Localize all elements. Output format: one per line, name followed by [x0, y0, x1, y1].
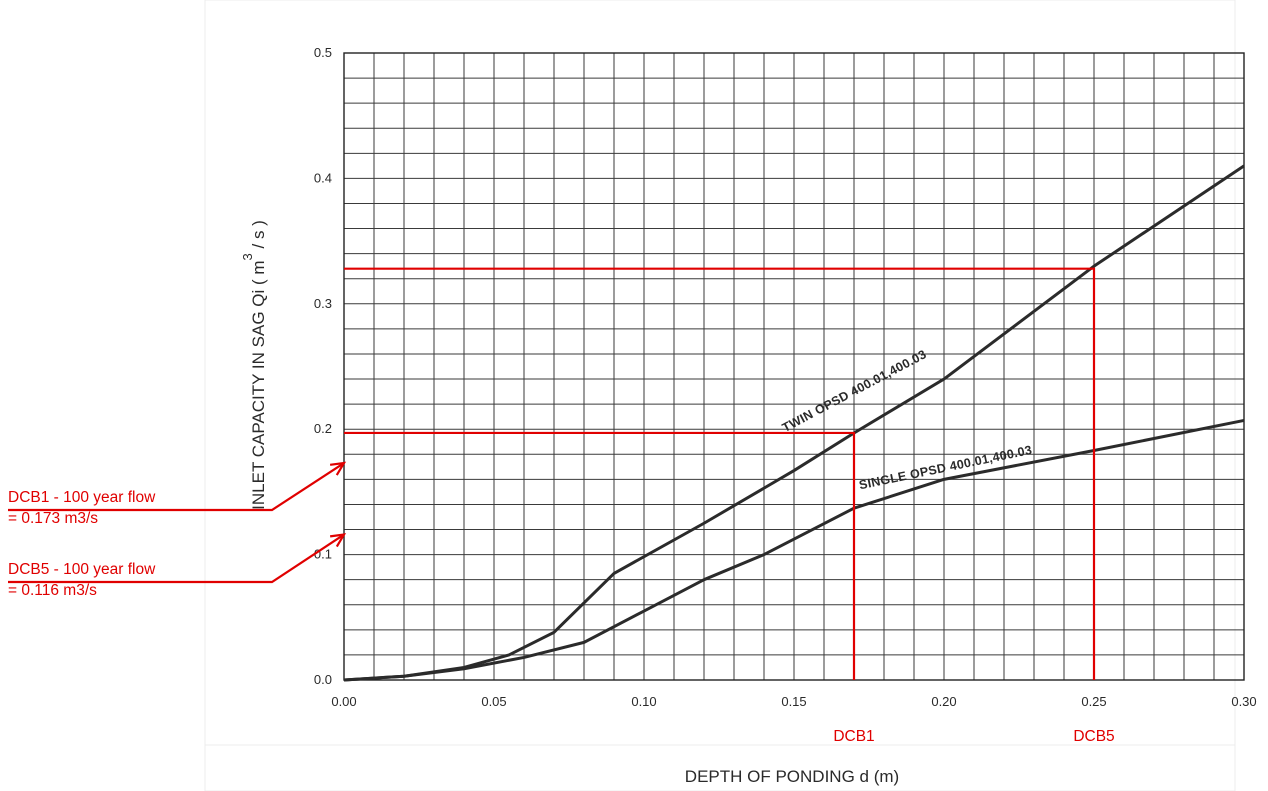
x-tick-label: 0.15 — [781, 694, 806, 709]
y-axis-title-superscript: 3 — [240, 253, 255, 260]
y-tick-label: 0.2 — [314, 421, 332, 436]
y-axis-tick-labels: 0.00.10.20.30.40.5 — [314, 45, 332, 687]
x-tick-label: 0.25 — [1081, 694, 1106, 709]
reference-label-dcb5: DCB5 — [1073, 728, 1114, 745]
chart-grid — [343, 52, 1245, 681]
reference-line-dcb1 — [344, 431, 856, 680]
x-axis-title: DEPTH OF PONDING d (m) — [685, 767, 899, 786]
annotation-line2: = 0.116 m3/s — [8, 582, 97, 599]
annotation-arrow-line — [8, 462, 345, 512]
y-tick-label: 0.4 — [314, 170, 332, 185]
y-axis-title-suffix: / s ) — [249, 220, 268, 253]
y-tick-label: 0.0 — [314, 672, 332, 687]
reference-label-dcb1: DCB1 — [833, 728, 874, 745]
x-axis-tick-labels: 0.00 0.05 0.10 0.15 0.20 0.25 0.30 — [331, 694, 1256, 709]
reference-line-dcb5 — [344, 267, 1096, 680]
scan-background — [204, 0, 1236, 791]
x-tick-label: 0.00 — [331, 694, 356, 709]
x-tick-label: 0.30 — [1231, 694, 1256, 709]
plot-frame — [343, 52, 1245, 681]
annotations: DCB1 - 100 year flow = 0.173 m3/s DCB5 - 1… — [8, 461, 347, 599]
annotation-arrow-line — [8, 533, 345, 584]
y-tick-label: 0.5 — [314, 45, 332, 60]
x-tick-label: 0.05 — [481, 694, 506, 709]
reference-lines: DCB1 DCB5 — [344, 267, 1115, 745]
y-axis-title: INLET CAPACITY IN SAG Qi ( m3 / s ) — [240, 220, 268, 510]
annotation-arrowhead — [329, 533, 347, 548]
x-tick-label: 0.20 — [931, 694, 956, 709]
annotation-line1: DCB1 - 100 year flow — [8, 489, 156, 506]
y-tick-label: 0.3 — [314, 296, 332, 311]
annotation-line2: = 0.173 m3/s — [8, 510, 98, 527]
annotation-line1: DCB5 - 100 year flow — [8, 561, 156, 578]
series-line-single — [343, 418, 1245, 682]
annotation-arrowhead — [329, 461, 347, 476]
y-axis-title-main: INLET CAPACITY IN SAG Qi ( m — [249, 260, 268, 509]
x-tick-label: 0.10 — [631, 694, 656, 709]
